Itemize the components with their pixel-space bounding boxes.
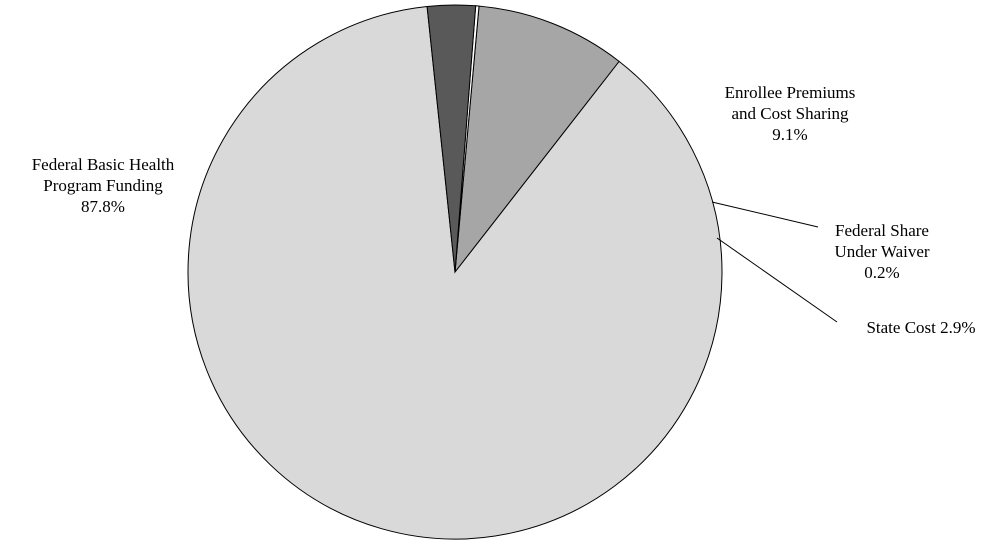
slice-label-line: 0.2%: [864, 263, 899, 282]
slice-label-1: Federal Basic Health Program Funding 87.8%: [32, 155, 175, 216]
leader-line-3: [711, 201, 819, 228]
slice-label-3: Federal Share Under Waiver 0.2%: [834, 221, 929, 282]
slice-label-line: Under Waiver: [834, 242, 929, 261]
slice-label-line: Federal Basic Health: [32, 155, 175, 174]
pie-slice-2: [454, 5, 620, 274]
slice-label-line: and Cost Sharing: [731, 104, 849, 123]
slice-label-4: State Cost 2.9%: [866, 318, 975, 337]
pie-slice-4: [426, 4, 477, 273]
slice-label-line: 87.8%: [81, 197, 125, 216]
slice-label-line: Enrollee Premiums: [725, 83, 856, 102]
slice-label-line: Program Funding: [43, 176, 163, 195]
slice-label-line: Federal Share: [835, 221, 929, 240]
leader-line-4: [716, 237, 838, 323]
slice-label-line: State Cost 2.9%: [866, 318, 975, 337]
slice-label-line: 9.1%: [772, 125, 807, 144]
slice-label-2: Enrollee Premiums and Cost Sharing 9.1%: [725, 83, 856, 144]
